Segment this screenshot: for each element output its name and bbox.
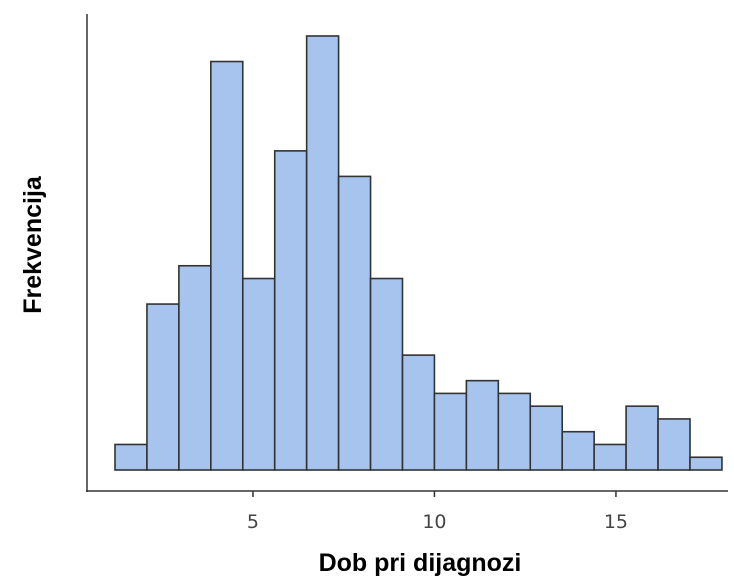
histogram-bar-6 xyxy=(273,150,308,471)
bars-layer xyxy=(114,35,723,471)
histogram-bar-8 xyxy=(337,175,372,471)
histogram-bar-2 xyxy=(146,303,180,471)
histogram-bar-18 xyxy=(657,418,691,471)
y-axis-title: Frekvencija xyxy=(19,175,47,314)
histogram-bar-1 xyxy=(114,443,148,471)
histogram-bar-14 xyxy=(529,405,564,471)
x-ticks-layer: 5 10 15 xyxy=(247,491,628,533)
histogram-bar-19 xyxy=(689,456,723,471)
histogram-bar-9 xyxy=(369,277,404,471)
x-axis-title: Dob pri dijagnozi xyxy=(319,549,522,577)
histogram-bar-11 xyxy=(433,392,468,471)
histogram-bar-13 xyxy=(497,392,532,471)
histogram-bar-5 xyxy=(241,277,276,471)
histogram-bar-4 xyxy=(210,60,244,471)
histogram-bar-3 xyxy=(178,264,212,471)
x-tick-label-15: 15 xyxy=(604,511,628,533)
histogram-bar-15 xyxy=(561,430,595,471)
x-tick-label-10: 10 xyxy=(422,511,446,533)
x-tick-label-5: 5 xyxy=(247,511,259,533)
histogram-bar-17 xyxy=(625,405,659,471)
histogram-bar-10 xyxy=(401,354,436,471)
histogram-bar-12 xyxy=(465,379,500,471)
histogram-bar-7 xyxy=(305,35,340,471)
histogram-bar-16 xyxy=(593,443,627,471)
